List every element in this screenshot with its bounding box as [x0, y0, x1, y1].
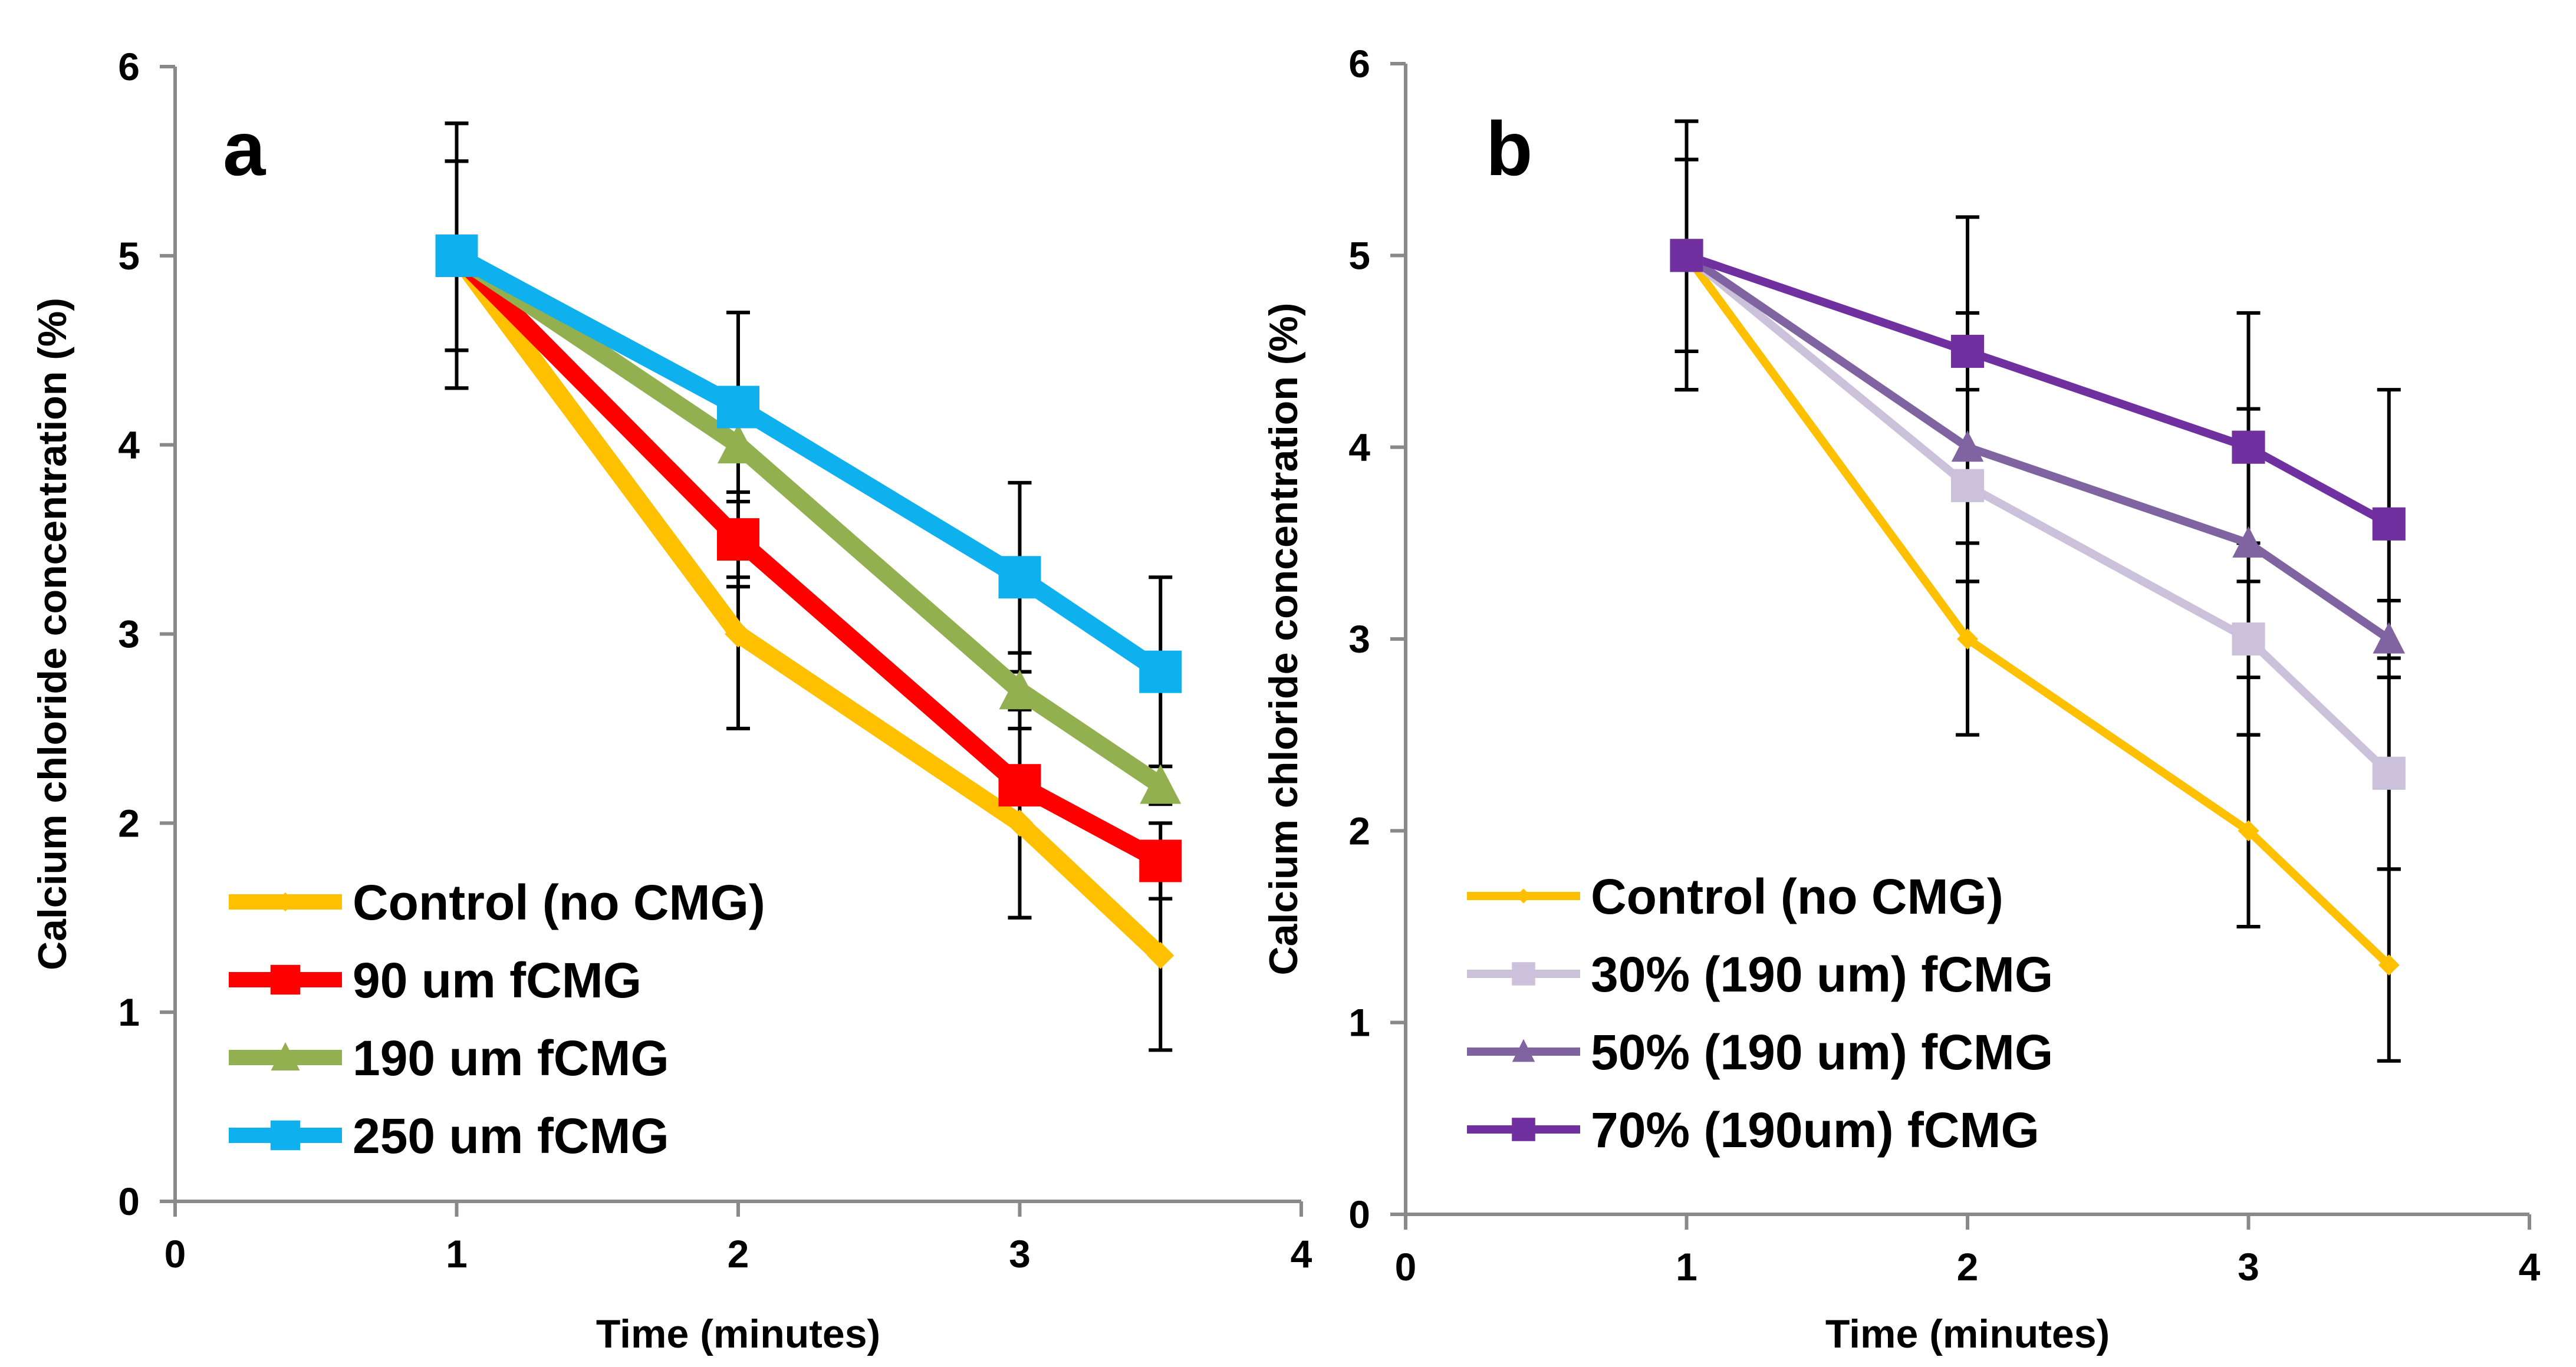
y-tick-label: 6: [118, 45, 140, 88]
y-tick-label: 5: [118, 234, 140, 278]
data-point: [725, 620, 752, 648]
data-point: [1139, 650, 1182, 693]
legend-marker: [275, 892, 295, 912]
data-point: [435, 234, 478, 277]
legend-marker: [1512, 1039, 1535, 1062]
y-tick-label: 4: [118, 423, 140, 467]
legend-label: Control (no CMG): [1591, 869, 2003, 924]
legend-marker: [1512, 962, 1535, 986]
y-tick-label: 3: [118, 612, 140, 656]
legend-marker: [271, 1042, 300, 1071]
x-tick-label: 0: [165, 1232, 186, 1276]
data-point: [1957, 628, 1978, 650]
data-point: [1140, 764, 1182, 804]
data-point: [2378, 954, 2400, 976]
data-point: [1950, 334, 1985, 368]
data-point: [2232, 622, 2265, 656]
series-line: [1684, 252, 2391, 643]
data-point: [1147, 941, 1175, 969]
x-tick-label: 3: [1009, 1232, 1031, 1276]
data-point: [717, 518, 759, 561]
legend-label: Control (no CMG): [353, 875, 765, 930]
x-tick-label: 3: [2238, 1245, 2259, 1289]
y-tick-label: 6: [1348, 42, 1370, 85]
data-point: [717, 386, 759, 429]
data-point: [999, 670, 1041, 710]
data-point: [1950, 469, 1985, 502]
data-point: [2232, 430, 2265, 464]
series-line: [1684, 252, 2392, 776]
data-point: [1670, 239, 1703, 272]
legend-label: 30% (190 um) fCMG: [1591, 947, 2053, 1002]
series-line: [1685, 251, 2391, 528]
x-tick-label: 1: [446, 1232, 468, 1276]
data-point: [2372, 507, 2406, 541]
series-line: [1683, 253, 2392, 969]
y-tick-label: 1: [118, 990, 140, 1034]
y-tick-label: 3: [1348, 617, 1370, 661]
legend-label: 70% (190um) fCMG: [1591, 1102, 2039, 1158]
x-tick-label: 2: [728, 1232, 749, 1276]
x-tick-label: 0: [1395, 1245, 1417, 1289]
y-tick-label: 2: [1348, 809, 1370, 852]
panel-label: a: [223, 106, 267, 192]
legend-marker: [270, 964, 301, 995]
data-point: [718, 424, 759, 464]
y-tick-label: 2: [118, 801, 140, 845]
series-line: [452, 248, 1166, 793]
data-point: [1139, 839, 1182, 882]
data-point: [1006, 809, 1034, 837]
legend-label: 90 um fCMG: [353, 953, 641, 1008]
y-tick-label: 5: [1348, 233, 1370, 277]
legend-marker: [1512, 1118, 1535, 1141]
data-point: [2372, 756, 2406, 790]
chart-panel-a: 0 1 2 3 4 5 6 0 1 2 3 4 Time (minutes) Calcium chlori…: [30, 45, 1312, 1356]
y-tick-label: 4: [1348, 426, 1370, 469]
x-tick-label: 4: [2519, 1245, 2541, 1289]
legend-marker: [270, 1120, 301, 1151]
chart-panel-b: 0 1 2 3 4 5 6 0 1 2 3 4 Time (minutes) Calcium chlori…: [1261, 42, 2541, 1356]
data-point: [998, 556, 1041, 599]
data-point: [2373, 622, 2406, 654]
x-axis-title: Time (minutes): [1825, 1312, 2110, 1356]
y-tick-label: 1: [1348, 1001, 1370, 1045]
y-axis-title: Calcium chloride concentration (%): [1261, 302, 1306, 975]
series-line: [452, 248, 1166, 680]
legend-label: 250 um fCMG: [353, 1108, 669, 1164]
x-axis-title: Time (minutes): [596, 1312, 880, 1356]
x-tick-label: 1: [1676, 1245, 1697, 1289]
legend-marker: [1516, 888, 1531, 904]
legend-label: 50% (190 um) fCMG: [1591, 1025, 2053, 1080]
y-tick-label: 0: [118, 1180, 140, 1223]
data-point: [2238, 820, 2259, 842]
data-point: [1951, 430, 1984, 462]
data-point: [2232, 526, 2265, 558]
series-line: [449, 250, 1167, 962]
y-tick-label: 0: [1348, 1193, 1370, 1236]
panel-label: b: [1486, 106, 1532, 192]
x-tick-label: 4: [1291, 1232, 1312, 1276]
y-axis-title: Calcium chloride concentration (%): [30, 298, 75, 970]
x-tick-label: 2: [1957, 1245, 1979, 1289]
series-line: [450, 249, 1165, 869]
legend-label: 190 um fCMG: [353, 1030, 669, 1086]
data-point: [998, 764, 1041, 807]
